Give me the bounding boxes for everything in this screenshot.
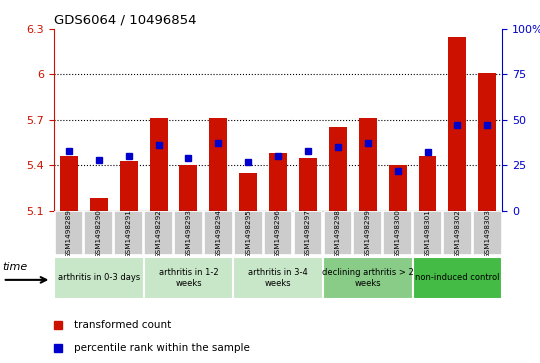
Text: GSM1498299: GSM1498299	[364, 209, 371, 258]
Bar	[418, 156, 436, 211]
Bar	[150, 118, 167, 211]
Text: GSM1498298: GSM1498298	[335, 209, 341, 258]
Text: non-induced control: non-induced control	[415, 273, 500, 282]
FancyBboxPatch shape	[473, 211, 502, 255]
Text: GSM1498294: GSM1498294	[215, 209, 221, 258]
Text: GSM1498303: GSM1498303	[484, 209, 490, 258]
Text: GSM1498292: GSM1498292	[156, 209, 161, 258]
FancyBboxPatch shape	[54, 257, 144, 299]
Text: GSM1498291: GSM1498291	[126, 209, 132, 258]
Text: GSM1498296: GSM1498296	[275, 209, 281, 258]
FancyBboxPatch shape	[84, 211, 113, 255]
FancyBboxPatch shape	[353, 211, 382, 255]
Text: percentile rank within the sample: percentile rank within the sample	[73, 343, 249, 352]
Bar	[299, 158, 317, 211]
FancyBboxPatch shape	[174, 211, 203, 255]
FancyBboxPatch shape	[114, 211, 143, 255]
Bar	[359, 118, 377, 211]
Text: GSM1498295: GSM1498295	[245, 209, 251, 258]
Bar	[210, 118, 227, 211]
Text: GSM1498301: GSM1498301	[424, 209, 430, 258]
Text: GSM1498297: GSM1498297	[305, 209, 311, 258]
Text: transformed count: transformed count	[73, 321, 171, 330]
Text: GSM1498290: GSM1498290	[96, 209, 102, 258]
Text: arthritis in 0-3 days: arthritis in 0-3 days	[58, 273, 140, 282]
Bar	[179, 165, 198, 211]
FancyBboxPatch shape	[204, 211, 233, 255]
FancyBboxPatch shape	[144, 211, 173, 255]
FancyBboxPatch shape	[323, 257, 413, 299]
Bar	[478, 73, 496, 211]
Bar	[90, 199, 108, 211]
Text: GSM1498300: GSM1498300	[395, 209, 401, 258]
Text: GSM1498289: GSM1498289	[66, 209, 72, 258]
Bar	[448, 37, 467, 211]
Text: declining arthritis > 2
weeks: declining arthritis > 2 weeks	[322, 268, 414, 288]
FancyBboxPatch shape	[413, 257, 502, 299]
Bar	[329, 127, 347, 211]
FancyBboxPatch shape	[144, 257, 233, 299]
Bar	[120, 160, 138, 211]
Bar	[60, 156, 78, 211]
Bar	[269, 153, 287, 211]
Text: GSM1498302: GSM1498302	[454, 209, 461, 258]
FancyBboxPatch shape	[294, 211, 322, 255]
FancyBboxPatch shape	[233, 257, 323, 299]
FancyBboxPatch shape	[323, 211, 352, 255]
Text: arthritis in 1-2
weeks: arthritis in 1-2 weeks	[159, 268, 218, 288]
FancyBboxPatch shape	[55, 211, 83, 255]
FancyBboxPatch shape	[413, 211, 442, 255]
FancyBboxPatch shape	[443, 211, 472, 255]
FancyBboxPatch shape	[383, 211, 412, 255]
Bar	[239, 173, 257, 211]
Bar	[389, 165, 407, 211]
Text: GDS6064 / 10496854: GDS6064 / 10496854	[54, 13, 197, 26]
Text: time: time	[3, 262, 28, 272]
FancyBboxPatch shape	[264, 211, 293, 255]
Text: GSM1498293: GSM1498293	[185, 209, 192, 258]
FancyBboxPatch shape	[234, 211, 262, 255]
Text: arthritis in 3-4
weeks: arthritis in 3-4 weeks	[248, 268, 308, 288]
